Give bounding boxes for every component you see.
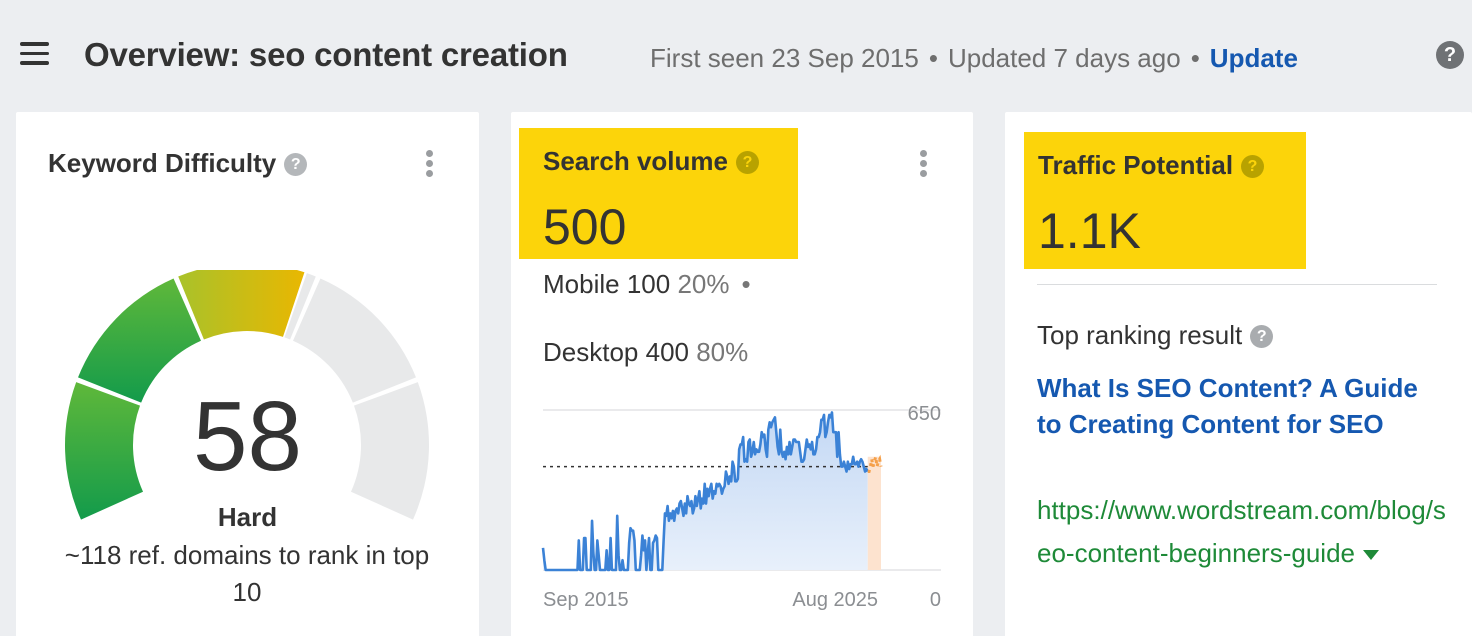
sv-desktop-pct: 80% (696, 337, 749, 367)
x-end-label: Aug 2025 (792, 589, 878, 611)
search-volume-line (541, 411, 869, 572)
sv-help-icon[interactable]: ? (735, 151, 759, 174)
forecast-area (867, 456, 881, 570)
sv-title: Search volume? (543, 146, 759, 177)
sv-title-text: Search volume (543, 146, 728, 176)
traffic-potential-highlight: Traffic Potential? 1.1K (1024, 132, 1306, 269)
caret-down-icon[interactable] (1363, 550, 1379, 560)
sv-desktop: Desktop 400 80% (543, 337, 748, 368)
sv-more-icon[interactable] (918, 150, 928, 180)
forecast-line (867, 454, 883, 474)
kd-title-text: Keyword Difficulty (48, 148, 277, 178)
top-ranking-text: Top ranking result (1037, 320, 1243, 350)
x-start-label: Sep 2015 (543, 589, 629, 611)
top-result-title-link[interactable]: What Is SEO Content? A Guide to Creating… (1037, 373, 1418, 439)
search-volume-card: Search volume? 500 Mobile 100 20% • Deskt… (511, 112, 973, 636)
sv-mobile-pct: 20% (677, 269, 730, 299)
tp-title: Traffic Potential? (1038, 150, 1265, 181)
y-min-label: 0 (930, 589, 941, 611)
search-volume-highlight: Search volume? 500 (519, 128, 798, 259)
top-ranking-help-icon[interactable]: ? (1250, 325, 1274, 348)
sv-desktop-label: Desktop 400 (543, 337, 689, 367)
gauge-segment-super-hard (350, 382, 429, 520)
sv-mobile-label: Mobile 100 (543, 269, 671, 299)
sv-bullet: • (741, 269, 751, 299)
keyword-difficulty-card: Keyword Difficulty? 58 Hard ~118 ref. do… (16, 112, 479, 636)
header-bar: Overview: seo content creation First see… (0, 0, 1472, 112)
kd-title: Keyword Difficulty? (48, 148, 308, 179)
gauge-segment-hard-remaining (284, 273, 316, 340)
sv-mobile: Mobile 100 20% • (543, 269, 751, 300)
menu-icon[interactable] (20, 42, 50, 66)
gauge-segment-very-hard (293, 278, 416, 403)
gauge-segment-hard (178, 270, 305, 340)
help-icon[interactable]: ? (1436, 41, 1464, 69)
traffic-potential-card: Traffic Potential? 1.1K Top ranking resu… (1005, 112, 1472, 636)
tp-help-icon[interactable]: ? (1241, 155, 1265, 178)
kd-description: ~118 ref. domains to rank in top 10 (64, 540, 430, 607)
tp-value: 1.1K (1038, 203, 1141, 259)
top-ranking-label: Top ranking result? (1037, 320, 1274, 351)
kd-level: Hard (217, 502, 278, 532)
tp-title-text: Traffic Potential (1038, 150, 1234, 180)
page-title: Overview: seo content creation (84, 36, 568, 73)
updated-text: Updated 7 days ago (947, 43, 1181, 73)
kd-gauge (64, 270, 429, 520)
kd-help-icon[interactable]: ? (284, 153, 308, 176)
sv-trend-chart: 650 0 Sep 2015 Aug 2025 (541, 403, 941, 611)
top-result-url-text[interactable]: https://www.wordstream.com/blog/seo-cont… (1037, 495, 1446, 568)
first-seen-text: First seen 23 Sep 2015 (650, 43, 919, 73)
header-meta: First seen 23 Sep 2015 • Updated 7 days ag… (650, 43, 1298, 74)
top-result-url[interactable]: https://www.wordstream.com/blog/seo-cont… (1037, 489, 1447, 575)
sv-value: 500 (543, 199, 627, 255)
gauge-segment-medium (78, 278, 201, 403)
kd-value: 58 (192, 381, 302, 491)
meta-separator: • (928, 43, 938, 73)
y-max-label: 650 (908, 403, 941, 425)
meta-separator: • (1190, 43, 1200, 73)
kd-more-icon[interactable] (424, 150, 434, 180)
divider (1037, 284, 1437, 285)
update-link[interactable]: Update (1209, 43, 1298, 73)
gauge-segment-easy (64, 382, 144, 520)
